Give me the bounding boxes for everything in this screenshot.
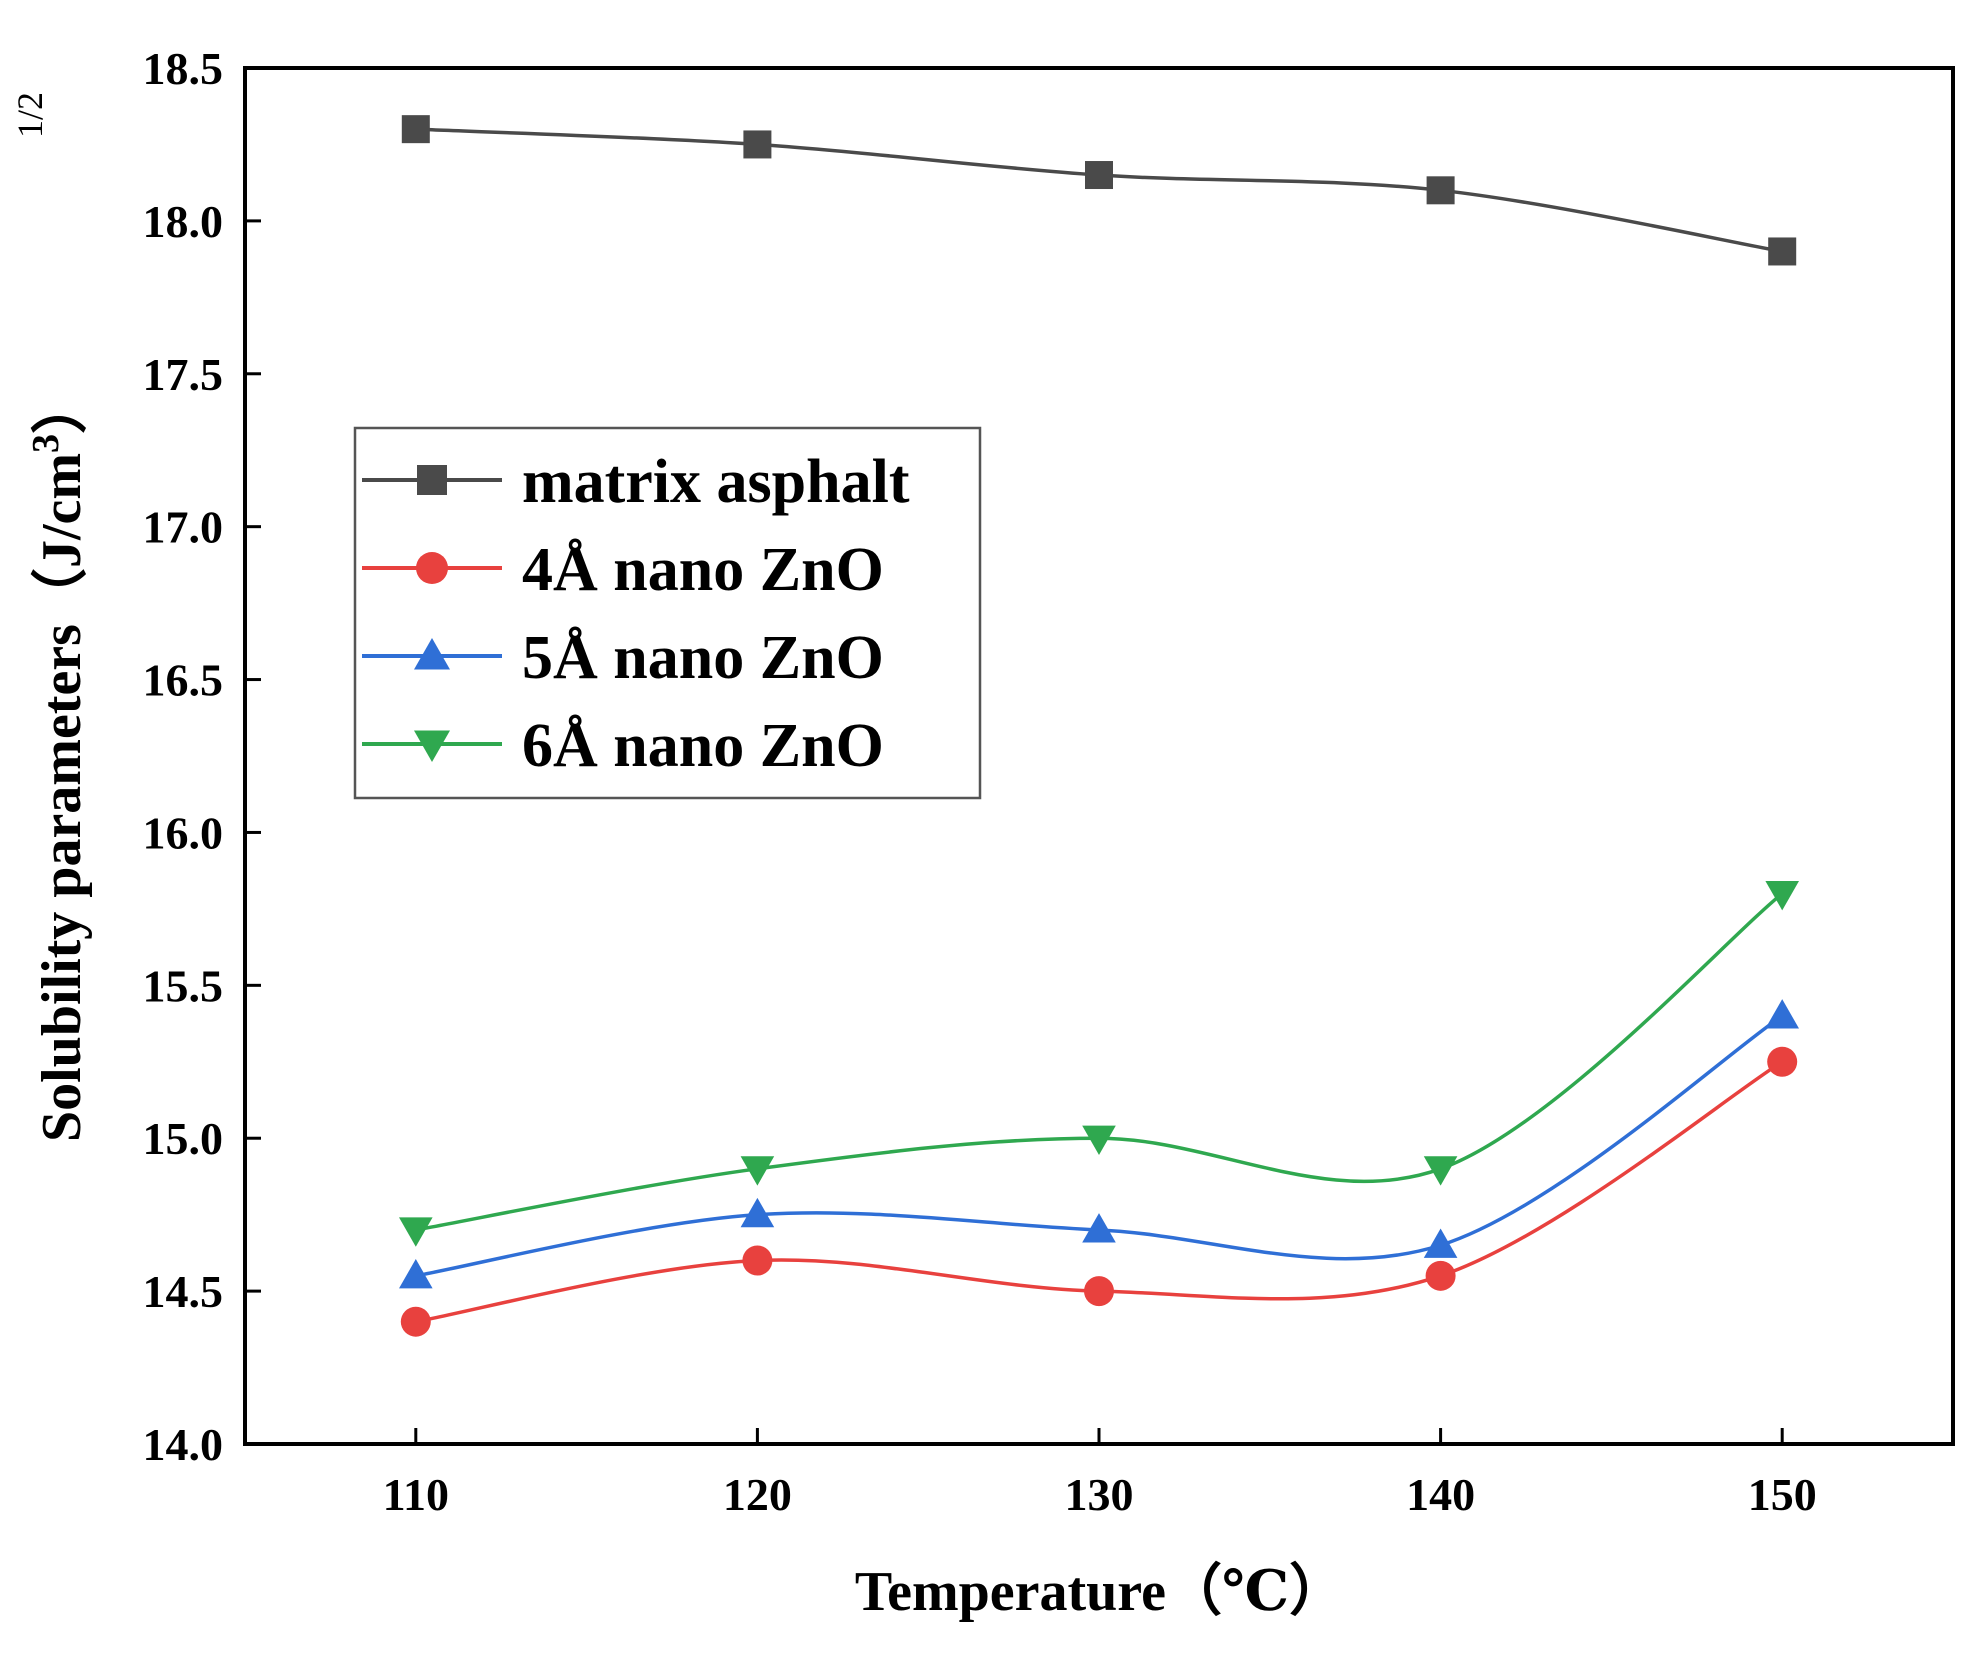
series-2 (399, 999, 1799, 1289)
series-3 (399, 881, 1799, 1247)
y-tick-label: 15.5 (143, 960, 224, 1011)
data-point (1082, 1213, 1116, 1243)
data-point (740, 1197, 775, 1228)
data-point (399, 1259, 433, 1289)
series-1 (400, 1046, 1798, 1337)
y-axis-title: Solubility parameters（J/cm3） (25, 378, 93, 1142)
data-point (1084, 1276, 1114, 1307)
y-tick-label: 14.5 (143, 1266, 224, 1317)
y-tick-label: 18.0 (143, 196, 224, 247)
legend-marker (417, 465, 447, 495)
y-tick-label: 16.5 (143, 655, 224, 706)
data-point (1085, 161, 1113, 190)
y-axis-ticks: 14.0 14.5 15.0 15.5 16.0 16.5 17.0 17.5 18.0 18.5 (143, 43, 261, 1470)
legend-label: matrix asphalt (522, 448, 910, 516)
legend-marker (414, 730, 450, 762)
data-point (399, 1217, 433, 1247)
data-point (400, 1306, 431, 1337)
legend: matrix asphalt 4Å nano ZnO 5Å nano ZnO 6Å n… (353, 426, 982, 800)
legend-entry: 5Å nano ZnO (362, 624, 884, 692)
data-point (740, 1156, 775, 1186)
x-axis-ticks: 110 120 130 140 150 (383, 1428, 1817, 1520)
y-tick-label: 14.0 (143, 1419, 224, 1470)
y-tick-label: 17.5 (143, 349, 224, 400)
legend-entry: 4Å nano ZnO (362, 536, 884, 604)
data-point (1426, 176, 1455, 205)
series-layer (399, 115, 1799, 1337)
legend-label: 4Å nano ZnO (522, 536, 884, 604)
x-tick-label: 110 (383, 1469, 449, 1520)
series-0 (401, 115, 1797, 266)
data-point (1423, 1156, 1458, 1186)
legend-marker (416, 552, 448, 584)
series-line (415, 127, 1783, 254)
y-tick-label: 16.0 (143, 807, 224, 858)
y-tick-label: 15.0 (143, 1113, 224, 1164)
legend-marker (414, 638, 450, 670)
x-tick-label: 140 (1406, 1469, 1475, 1520)
x-axis-title: Temperature（℃） (855, 1560, 1345, 1623)
x-tick-label: 130 (1065, 1469, 1134, 1520)
data-point (1082, 1125, 1116, 1156)
legend-frame (353, 426, 982, 800)
data-point (1425, 1260, 1456, 1291)
legend-entry: matrix asphalt (362, 448, 910, 516)
y-axis-title-close: ） (30, 378, 93, 434)
y-axis-title-main: Solubility parameters（J/cm (30, 453, 93, 1142)
data-point (401, 115, 430, 144)
data-point (1423, 1228, 1458, 1258)
data-point (742, 1245, 773, 1276)
series-line (415, 892, 1784, 1232)
data-point (743, 130, 772, 159)
legend-label: 6Å nano ZnO (522, 712, 884, 780)
legend-label: 5Å nano ZnO (522, 624, 884, 692)
y-tick-label: 17.0 (143, 502, 224, 553)
x-tick-label: 150 (1748, 1469, 1817, 1520)
x-tick-label: 120 (723, 1469, 792, 1520)
data-point (1765, 999, 1799, 1029)
y-axis-title-exponent: 1/2 (10, 92, 50, 138)
data-point (1765, 881, 1799, 911)
legend-entry: 6Å nano ZnO (362, 712, 884, 780)
data-point (1767, 1046, 1798, 1077)
y-tick-label: 18.5 (143, 43, 224, 94)
y-axis-title-superscript: 3 (25, 434, 67, 453)
data-point (1768, 237, 1797, 266)
